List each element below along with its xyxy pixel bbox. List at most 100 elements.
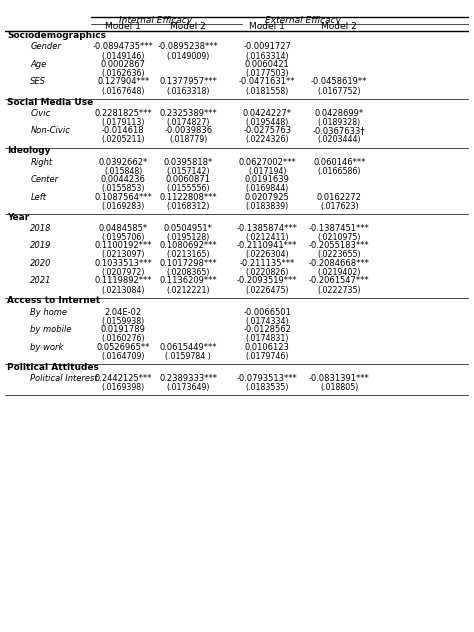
Text: 0.1017298***: 0.1017298***	[159, 259, 217, 268]
Text: (.0149146): (.0149146)	[101, 52, 145, 61]
Text: Ideology: Ideology	[7, 147, 51, 155]
Text: -0.0895238***: -0.0895238***	[158, 42, 219, 51]
Text: 0.060146***: 0.060146***	[313, 157, 365, 167]
Text: Model 2: Model 2	[321, 22, 357, 31]
Text: 0.0207925: 0.0207925	[245, 193, 290, 202]
Text: 0.0484585*: 0.0484585*	[99, 224, 148, 233]
Text: 0.127904***: 0.127904***	[97, 78, 149, 87]
Text: 0.1087564***: 0.1087564***	[94, 193, 152, 202]
Text: -0.0275763: -0.0275763	[243, 126, 291, 135]
Text: (.0220826): (.0220826)	[246, 268, 289, 277]
Text: (.0205211): (.0205211)	[101, 135, 145, 144]
Text: -0.0793513***: -0.0793513***	[237, 374, 298, 383]
Text: -0.211135***: -0.211135***	[239, 259, 295, 268]
Text: (.0164709): (.0164709)	[101, 352, 145, 361]
Text: (.0195448): (.0195448)	[246, 118, 289, 127]
Text: (.0160276): (.0160276)	[101, 334, 145, 343]
Text: Political Attitudes: Political Attitudes	[7, 363, 99, 372]
Text: -0.0128562: -0.0128562	[243, 325, 291, 334]
Text: 0.2442125***: 0.2442125***	[94, 374, 152, 383]
Text: Sociodemographics: Sociodemographics	[7, 31, 106, 40]
Text: (.0173649): (.0173649)	[166, 383, 210, 392]
Text: 2020: 2020	[30, 259, 52, 268]
Text: -0.0831391***: -0.0831391***	[309, 374, 370, 383]
Text: -0.2110941***: -0.2110941***	[237, 241, 297, 250]
Text: Year: Year	[7, 212, 29, 222]
Text: (.0212411): (.0212411)	[246, 233, 289, 242]
Text: (.0174827): (.0174827)	[166, 118, 210, 127]
Text: Gender: Gender	[30, 42, 61, 51]
Text: 0.0392662*: 0.0392662*	[99, 157, 148, 167]
Text: -0.014618: -0.014618	[102, 126, 145, 135]
Text: (.0223655): (.0223655)	[318, 250, 361, 260]
Text: -0.2093519***: -0.2093519***	[237, 276, 298, 286]
Text: 2.04E-02: 2.04E-02	[105, 308, 142, 317]
Text: 0.1119892***: 0.1119892***	[94, 276, 152, 286]
Text: (.017623): (.017623)	[320, 202, 358, 210]
Text: Access to Internet: Access to Internet	[7, 296, 100, 305]
Text: 0.1122808***: 0.1122808***	[159, 193, 217, 202]
Text: (.0179113): (.0179113)	[101, 118, 145, 127]
Text: 0.0191789: 0.0191789	[101, 325, 146, 334]
Text: (.0203444): (.0203444)	[318, 135, 361, 144]
Text: -0.2084668***: -0.2084668***	[309, 259, 370, 268]
Text: 2019: 2019	[30, 241, 52, 250]
Text: (.0149009): (.0149009)	[166, 52, 210, 61]
Text: SES: SES	[30, 78, 46, 87]
Text: -0.1385874***: -0.1385874***	[237, 224, 298, 233]
Text: 0.1136209***: 0.1136209***	[159, 276, 217, 286]
Text: 0.0504951*: 0.0504951*	[164, 224, 213, 233]
Text: -0.0091727: -0.0091727	[243, 42, 291, 51]
Text: 2021: 2021	[30, 276, 52, 286]
Text: 2018: 2018	[30, 224, 52, 233]
Text: 0.0424227*: 0.0424227*	[243, 109, 292, 118]
Text: -0.0471631**: -0.0471631**	[239, 78, 295, 87]
Text: (.0162636): (.0162636)	[101, 69, 145, 78]
Text: (.0226304): (.0226304)	[246, 250, 289, 260]
Text: External Efficacy: External Efficacy	[265, 16, 341, 25]
Text: (.0163314): (.0163314)	[246, 52, 289, 61]
Text: (.0169283): (.0169283)	[101, 202, 145, 210]
Text: Age: Age	[30, 60, 46, 69]
Text: 0.0526965**: 0.0526965**	[97, 343, 150, 352]
Text: 0.0615449***: 0.0615449***	[159, 343, 217, 352]
Text: (.0210975): (.0210975)	[318, 233, 361, 242]
Text: (.0181558): (.0181558)	[246, 87, 289, 95]
Text: (.0195128): (.0195128)	[166, 233, 210, 242]
Text: 0.1100192***: 0.1100192***	[94, 241, 152, 250]
Text: Social Media Use: Social Media Use	[7, 97, 93, 107]
Text: 0.0106123: 0.0106123	[245, 343, 290, 352]
Text: (.0167648): (.0167648)	[101, 87, 145, 95]
Text: (.017194): (.017194)	[248, 167, 286, 176]
Text: (.0224326): (.0224326)	[246, 135, 289, 144]
Text: by mobile: by mobile	[30, 325, 72, 334]
Text: (.0169844): (.0169844)	[246, 184, 289, 193]
Text: Model 1: Model 1	[249, 22, 285, 31]
Text: 0.2389333***: 0.2389333***	[159, 374, 217, 383]
Text: (.0208365): (.0208365)	[166, 268, 210, 277]
Text: 0.0002867: 0.0002867	[100, 60, 146, 69]
Text: -0.0367633†: -0.0367633†	[313, 126, 365, 135]
Text: (.0195706): (.0195706)	[101, 233, 145, 242]
Text: 0.0428699*: 0.0428699*	[315, 109, 364, 118]
Text: (.0213084): (.0213084)	[101, 286, 145, 295]
Text: 0.0044236: 0.0044236	[101, 175, 146, 184]
Text: 0.0395818*: 0.0395818*	[164, 157, 213, 167]
Text: Model 1: Model 1	[105, 22, 141, 31]
Text: 0.1033513***: 0.1033513***	[94, 259, 152, 268]
Text: (.0159784 ): (.0159784 )	[165, 352, 211, 361]
Text: (.0157142): (.0157142)	[166, 167, 210, 176]
Text: (.015848): (.015848)	[104, 167, 142, 176]
Text: (.0169398): (.0169398)	[101, 383, 145, 392]
Text: 0.0627002***: 0.0627002***	[238, 157, 296, 167]
Text: (.0212221): (.0212221)	[166, 286, 210, 295]
Text: (.0177503): (.0177503)	[246, 69, 289, 78]
Text: (.0222735): (.0222735)	[318, 286, 361, 295]
Text: (.0163318): (.0163318)	[166, 87, 210, 95]
Text: 0.1080692***: 0.1080692***	[159, 241, 217, 250]
Text: (.0213097): (.0213097)	[101, 250, 145, 260]
Text: Right: Right	[30, 157, 53, 167]
Text: (.0174334): (.0174334)	[246, 317, 289, 326]
Text: (.0219402): (.0219402)	[318, 268, 361, 277]
Text: (.0213165): (.0213165)	[166, 250, 210, 260]
